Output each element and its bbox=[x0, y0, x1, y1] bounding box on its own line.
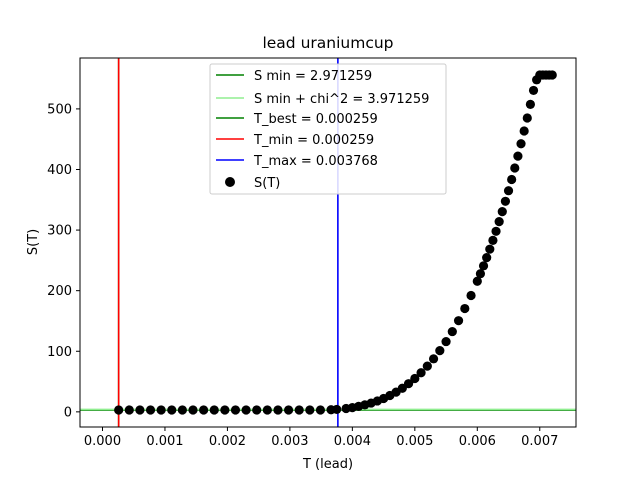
legend-box bbox=[209, 63, 447, 195]
data-point bbox=[410, 373, 420, 384]
legend-label-s-t: S(T) bbox=[254, 176, 280, 191]
legend: S min = 2.971259 S min + chi^2 = 3.97125… bbox=[209, 63, 447, 195]
data-point bbox=[516, 139, 526, 149]
data-point bbox=[156, 405, 166, 415]
data-point bbox=[435, 346, 445, 356]
data-point bbox=[441, 336, 451, 347]
y-tick-label: 200 bbox=[47, 284, 72, 299]
x-tick-label: 0.000 bbox=[84, 434, 121, 449]
data-point bbox=[460, 303, 470, 314]
data-point bbox=[422, 361, 432, 371]
x-tick-label: 0.007 bbox=[521, 434, 558, 449]
legend-marker-s-t bbox=[225, 177, 235, 187]
x-tick-label: 0.002 bbox=[209, 434, 246, 449]
data-point bbox=[525, 99, 535, 109]
plot-frame bbox=[79, 57, 577, 428]
data-point bbox=[262, 405, 272, 415]
x-tick-label: 0.003 bbox=[271, 434, 308, 449]
data-point bbox=[135, 405, 145, 415]
data-point bbox=[466, 290, 476, 301]
x-tick-label: 0.004 bbox=[334, 434, 371, 449]
y-tick-label: 400 bbox=[47, 163, 72, 178]
data-point bbox=[510, 163, 520, 173]
legend-label-t-min: T_min = 0.000259 bbox=[253, 133, 374, 148]
data-point bbox=[416, 368, 426, 378]
data-point bbox=[497, 206, 507, 217]
data-point bbox=[475, 269, 486, 279]
data-point bbox=[209, 405, 219, 415]
legend-label-t-best: T_best = 0.000259 bbox=[253, 112, 378, 127]
x-tick-label: 0.006 bbox=[459, 434, 496, 449]
data-point bbox=[503, 186, 514, 196]
y-tick-label: 500 bbox=[47, 102, 72, 117]
legend-label-s-min-chi: S min + chi^2 = 3.971259 bbox=[254, 92, 429, 107]
x-axis-ticks: 0.000 0.001 0.002 0.003 0.004 0.005 0.006 0.007 bbox=[84, 427, 558, 449]
x-axis-label: T (lead) bbox=[302, 457, 353, 472]
data-point bbox=[114, 405, 124, 415]
legend-label-s-min: S min = 2.971259 bbox=[254, 69, 372, 84]
y-tick-label: 100 bbox=[47, 345, 72, 360]
data-point bbox=[500, 196, 511, 206]
data-point bbox=[491, 226, 501, 236]
data-point bbox=[528, 85, 539, 96]
chart-title: lead uraniumcup bbox=[262, 34, 393, 52]
data-point bbox=[507, 174, 517, 185]
y-axis-label: S(T) bbox=[26, 229, 41, 255]
data-point bbox=[294, 405, 304, 415]
data-point bbox=[488, 235, 498, 245]
data-points bbox=[114, 70, 557, 415]
data-point bbox=[478, 261, 489, 271]
data-point bbox=[513, 151, 523, 161]
data-point bbox=[283, 405, 294, 415]
y-tick-label: 0 bbox=[64, 405, 72, 420]
data-point bbox=[220, 405, 230, 415]
data-point bbox=[177, 405, 187, 415]
data-point bbox=[167, 405, 177, 415]
y-axis-ticks: 0 100 200 300 400 500 bbox=[47, 102, 80, 420]
data-point bbox=[315, 405, 326, 415]
data-point bbox=[273, 405, 283, 415]
data-point bbox=[332, 404, 342, 415]
data-point bbox=[447, 326, 457, 337]
data-point bbox=[519, 126, 529, 136]
data-point bbox=[547, 70, 557, 80]
data-point bbox=[522, 113, 532, 123]
data-point bbox=[482, 253, 492, 263]
data-point bbox=[428, 354, 439, 364]
data-point bbox=[230, 405, 241, 415]
data-point bbox=[188, 405, 198, 415]
data-point bbox=[403, 379, 414, 389]
y-tick-label: 300 bbox=[47, 224, 72, 239]
data-point bbox=[453, 316, 464, 326]
data-point bbox=[252, 405, 262, 415]
data-point bbox=[241, 405, 251, 415]
data-point bbox=[494, 216, 504, 227]
data-point bbox=[485, 244, 495, 254]
data-point bbox=[145, 405, 156, 415]
data-point bbox=[124, 405, 134, 415]
legend-label-t-max: T_max = 0.003768 bbox=[253, 154, 378, 169]
x-tick-label: 0.005 bbox=[396, 434, 433, 449]
data-point bbox=[199, 405, 209, 415]
data-point bbox=[472, 276, 482, 286]
data-point bbox=[305, 405, 315, 415]
x-tick-label: 0.001 bbox=[146, 434, 183, 449]
